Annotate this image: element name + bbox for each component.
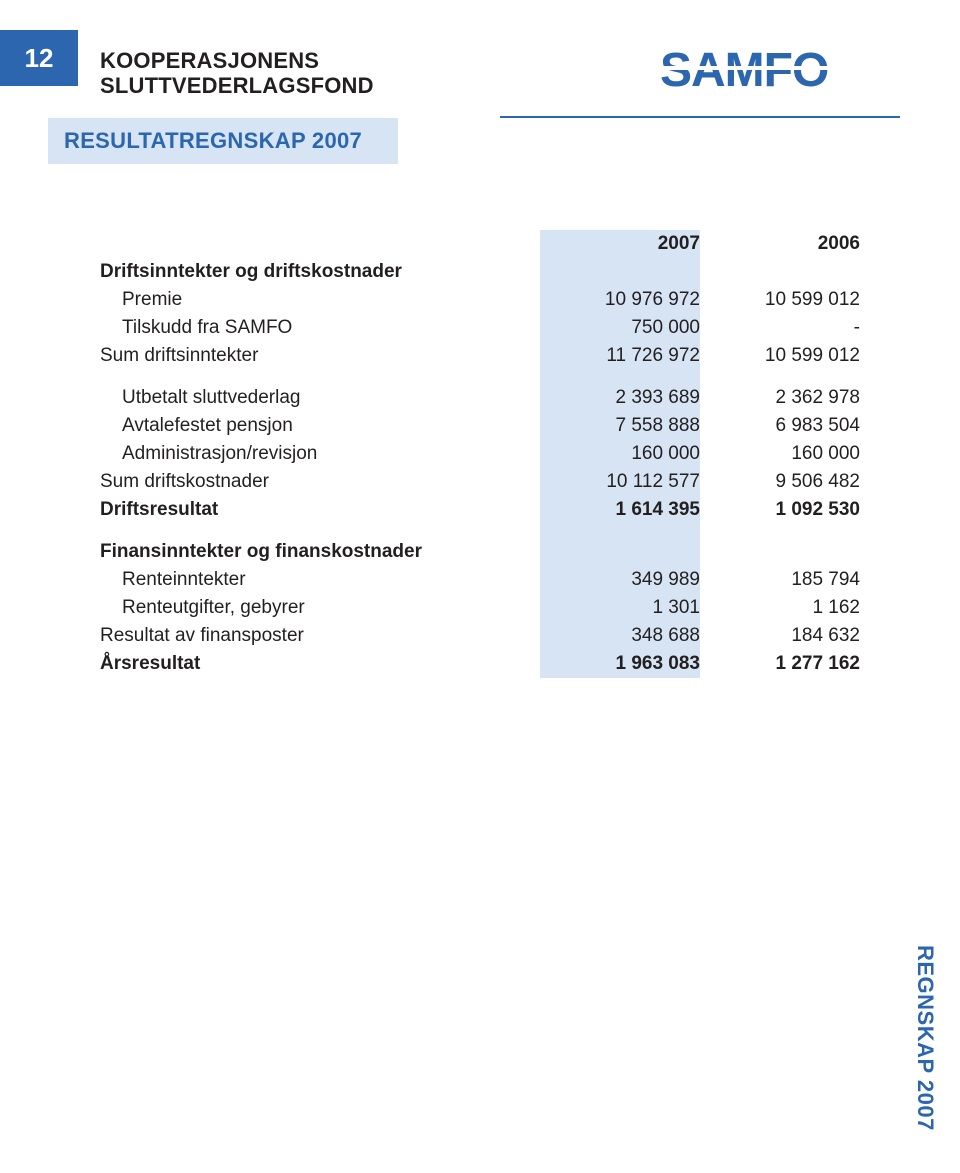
row-label: Utbetalt sluttvederlag (100, 384, 540, 412)
row-value-b: 160 000 (700, 440, 860, 468)
table-row: Avtalefestet pensjon 7 558 888 6 983 504 (100, 412, 860, 440)
svg-text:SAMFO: SAMFO (660, 46, 828, 96)
title-line-1: KOOPERASJONENS (100, 48, 374, 73)
result-label: Driftsresultat (100, 496, 540, 524)
column-header-2007: 2007 (540, 230, 700, 258)
row-value-a: 1 301 (540, 594, 700, 622)
samfo-logo: SAMFO (660, 46, 900, 101)
section-heading-row: Driftsinntekter og driftskostnader (100, 258, 860, 286)
row-value-b: - (700, 314, 860, 342)
table-row: Administrasjon/revisjon 160 000 160 000 (100, 440, 860, 468)
row-value-b: 1 162 (700, 594, 860, 622)
subtotal-a: 348 688 (540, 622, 700, 650)
table-row: Tilskudd fra SAMFO 750 000 - (100, 314, 860, 342)
row-value-a: 349 989 (540, 566, 700, 594)
page-number-box: 12 (0, 30, 78, 86)
row-label: Administrasjon/revisjon (100, 440, 540, 468)
income-statement-table: 2007 2006 Driftsinntekter og driftskostn… (100, 230, 860, 678)
subtitle-band: RESULTATREGNSKAP 2007 (48, 118, 398, 164)
column-header-2006: 2006 (700, 230, 860, 258)
subtotal-a: 10 112 577 (540, 468, 700, 496)
result-a: 1 614 395 (540, 496, 700, 524)
subtotal-b: 10 599 012 (700, 342, 860, 370)
table-row: Utbetalt sluttvederlag 2 393 689 2 362 9… (100, 384, 860, 412)
subtotal-label: Sum driftskostnader (100, 468, 540, 496)
row-value-b: 10 599 012 (700, 286, 860, 314)
row-value-a: 7 558 888 (540, 412, 700, 440)
page-number: 12 (25, 43, 54, 74)
subtotal-b: 9 506 482 (700, 468, 860, 496)
subtotal-label: Sum driftsinntekter (100, 342, 540, 370)
title-line-2: SLUTTVEDERLAGSFOND (100, 73, 374, 98)
table-row: Premie 10 976 972 10 599 012 (100, 286, 860, 314)
row-label: Renteinntekter (100, 566, 540, 594)
document-title: KOOPERASJONENS SLUTTVEDERLAGSFOND (100, 48, 374, 99)
table-row: Renteinntekter 349 989 185 794 (100, 566, 860, 594)
result-row: Driftsresultat 1 614 395 1 092 530 (100, 496, 860, 524)
subtotal-row: Sum driftskostnader 10 112 577 9 506 482 (100, 468, 860, 496)
row-value-b: 6 983 504 (700, 412, 860, 440)
row-label: Avtalefestet pensjon (100, 412, 540, 440)
row-value-a: 10 976 972 (540, 286, 700, 314)
subtotal-a: 11 726 972 (540, 342, 700, 370)
result-a: 1 963 083 (540, 650, 700, 678)
row-value-a: 160 000 (540, 440, 700, 468)
section-heading: Driftsinntekter og driftskostnader (100, 258, 540, 286)
result-row: Årsresultat 1 963 083 1 277 162 (100, 650, 860, 678)
result-b: 1 277 162 (700, 650, 860, 678)
row-label: Renteutgifter, gebyrer (100, 594, 540, 622)
row-label: Premie (100, 286, 540, 314)
row-value-b: 2 362 978 (700, 384, 860, 412)
table-row: Renteutgifter, gebyrer 1 301 1 162 (100, 594, 860, 622)
subtotal-b: 184 632 (700, 622, 860, 650)
result-label: Årsresultat (100, 650, 540, 678)
subtotal-label: Resultat av finansposter (100, 622, 540, 650)
section-heading: Finansinntekter og finanskostnader (100, 538, 540, 566)
row-value-b: 185 794 (700, 566, 860, 594)
header-rule (500, 116, 900, 118)
row-value-a: 2 393 689 (540, 384, 700, 412)
row-label: Tilskudd fra SAMFO (100, 314, 540, 342)
subtotal-row: Resultat av finansposter 348 688 184 632 (100, 622, 860, 650)
subtitle-text: RESULTATREGNSKAP 2007 (64, 128, 362, 154)
row-value-a: 750 000 (540, 314, 700, 342)
table-header-row: 2007 2006 (100, 230, 860, 258)
result-b: 1 092 530 (700, 496, 860, 524)
side-label: REGNSKAP 2007 (912, 945, 938, 1131)
section-heading-row: Finansinntekter og finanskostnader (100, 538, 860, 566)
subtotal-row: Sum driftsinntekter 11 726 972 10 599 01… (100, 342, 860, 370)
page: 12 KOOPERASJONENS SLUTTVEDERLAGSFOND RES… (0, 0, 960, 1173)
